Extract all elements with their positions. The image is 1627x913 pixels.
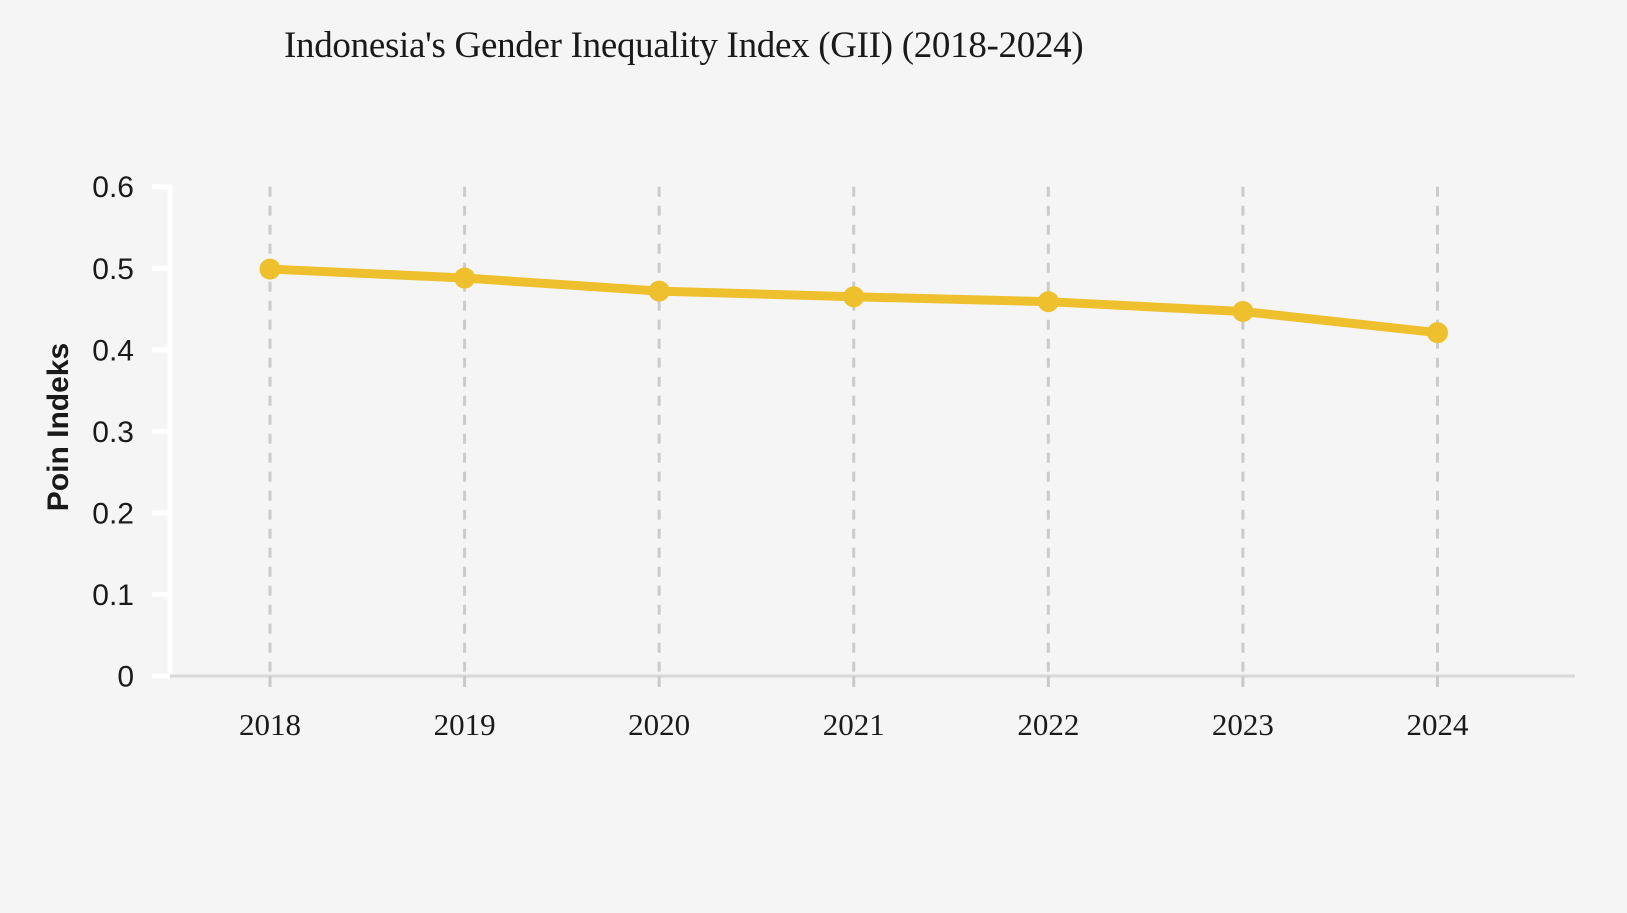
data-point-2019 [454,267,476,289]
data-point-2024 [1426,322,1448,344]
y-tick-label: 0.6 [92,171,134,204]
x-tick-label: 2024 [1406,707,1469,742]
x-tick-label: 2020 [628,707,690,742]
x-tick-label: 2019 [434,707,496,742]
y-tick-label: 0.1 [92,579,134,612]
chart-title: Indonesia's Gender Inequality Index (GII… [284,25,1084,66]
y-tick-label: 0 [117,661,134,694]
x-tick-label: 2018 [239,707,301,742]
y-tick-label: 0.3 [92,416,134,449]
data-point-2022 [1037,291,1059,313]
x-tick-label: 2023 [1212,707,1274,742]
data-point-2023 [1232,300,1254,322]
data-point-2018 [259,258,281,280]
x-tick-label: 2021 [823,707,885,742]
y-tick-label: 0.5 [92,253,134,286]
x-tick-label: 2022 [1017,707,1079,742]
y-tick-label: 0.4 [92,334,134,367]
data-point-2021 [843,286,865,308]
data-point-2020 [648,280,670,302]
y-tick-label: 0.2 [92,497,134,530]
